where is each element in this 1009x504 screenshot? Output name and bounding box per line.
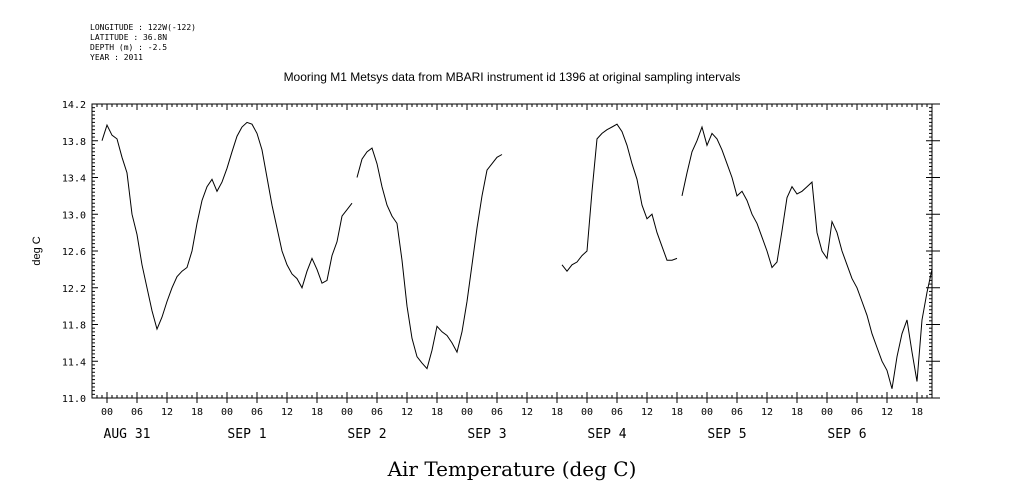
x-day-label: SEP 5 (707, 427, 746, 442)
x-tick-label: 06 (491, 407, 503, 418)
x-tick-label: 00 (581, 407, 593, 418)
x-tick-label: 00 (461, 407, 473, 418)
y-tick-label: 13.4 (62, 174, 86, 185)
y-axis-label: deg C (31, 236, 43, 265)
x-tick-label: 12 (281, 407, 293, 418)
x-day-label: SEP 6 (827, 427, 866, 442)
data-series (101, 121, 933, 389)
series-line-segment (561, 123, 678, 273)
x-tick-label: 00 (821, 407, 833, 418)
x-tick-label: 12 (401, 407, 413, 418)
series-line-segment (681, 125, 933, 389)
x-tick-label: 00 (101, 407, 113, 418)
x-tick-label: 06 (131, 407, 143, 418)
y-tick-label: 11.0 (62, 394, 86, 405)
y-axis: 11.0 11.4 11.8 12.2 12.6 13.0 13.4 13.8 14.2 (62, 100, 940, 405)
y-tick-label: 13.8 (62, 137, 86, 148)
x-axis-label: Air Temperature (deg C) (387, 457, 637, 481)
x-tick-label: 12 (761, 407, 773, 418)
x-tick-label: 12 (881, 407, 893, 418)
x-tick-label: 12 (521, 407, 533, 418)
x-day-label: SEP 1 (227, 427, 266, 442)
x-tick-label: 18 (431, 407, 443, 418)
x-tick-label: 06 (371, 407, 383, 418)
y-tick-label: 14.2 (62, 100, 86, 111)
x-tick-label: 06 (251, 407, 263, 418)
x-tick-label: 12 (641, 407, 653, 418)
metadata-block: LONGITUDE : 122W(-122) LATITUDE : 36.8N … (90, 23, 196, 62)
x-tick-label: 18 (911, 407, 923, 418)
x-tick-label: 18 (311, 407, 323, 418)
plot-frame (91, 103, 933, 399)
x-tick-label: 00 (341, 407, 353, 418)
x-day-label: SEP 2 (347, 427, 386, 442)
x-tick-label: 12 (161, 407, 173, 418)
latitude-label: LATITUDE : 36.8N (90, 33, 167, 42)
x-tick-label: 00 (221, 407, 233, 418)
x-tick-label: 06 (851, 407, 863, 418)
x-tick-label: 18 (791, 407, 803, 418)
y-tick-label: 12.2 (62, 284, 86, 295)
y-tick-label: 13.0 (62, 210, 86, 221)
longitude-label: LONGITUDE : 122W(-122) (90, 23, 196, 32)
x-day-label: AUG 31 (104, 427, 151, 442)
x-tick-label: 18 (191, 407, 203, 418)
depth-label: DEPTH (m) : -2.5 (90, 43, 167, 52)
y-tick-label: 11.4 (62, 357, 86, 368)
x-tick-label: 18 (671, 407, 683, 418)
x-tick-label: 18 (551, 407, 563, 418)
series-line-segment (356, 147, 503, 370)
y-tick-label: 11.8 (62, 321, 86, 332)
x-tick-label: 06 (611, 407, 623, 418)
y-tick-label: 12.6 (62, 247, 86, 258)
x-axis: 00 06 12 18 00 06 12 18 00 06 12 18 00 06 12 18 00 06 12 18… (96, 104, 933, 442)
x-day-label: SEP 3 (467, 427, 506, 442)
year-label: YEAR : 2011 (90, 53, 143, 62)
x-day-label: SEP 4 (587, 427, 626, 442)
series-line-segment (101, 121, 353, 331)
x-tick-label: 06 (731, 407, 743, 418)
x-tick-label: 00 (701, 407, 713, 418)
chart-title: Mooring M1 Metsys data from MBARI instru… (284, 70, 741, 84)
